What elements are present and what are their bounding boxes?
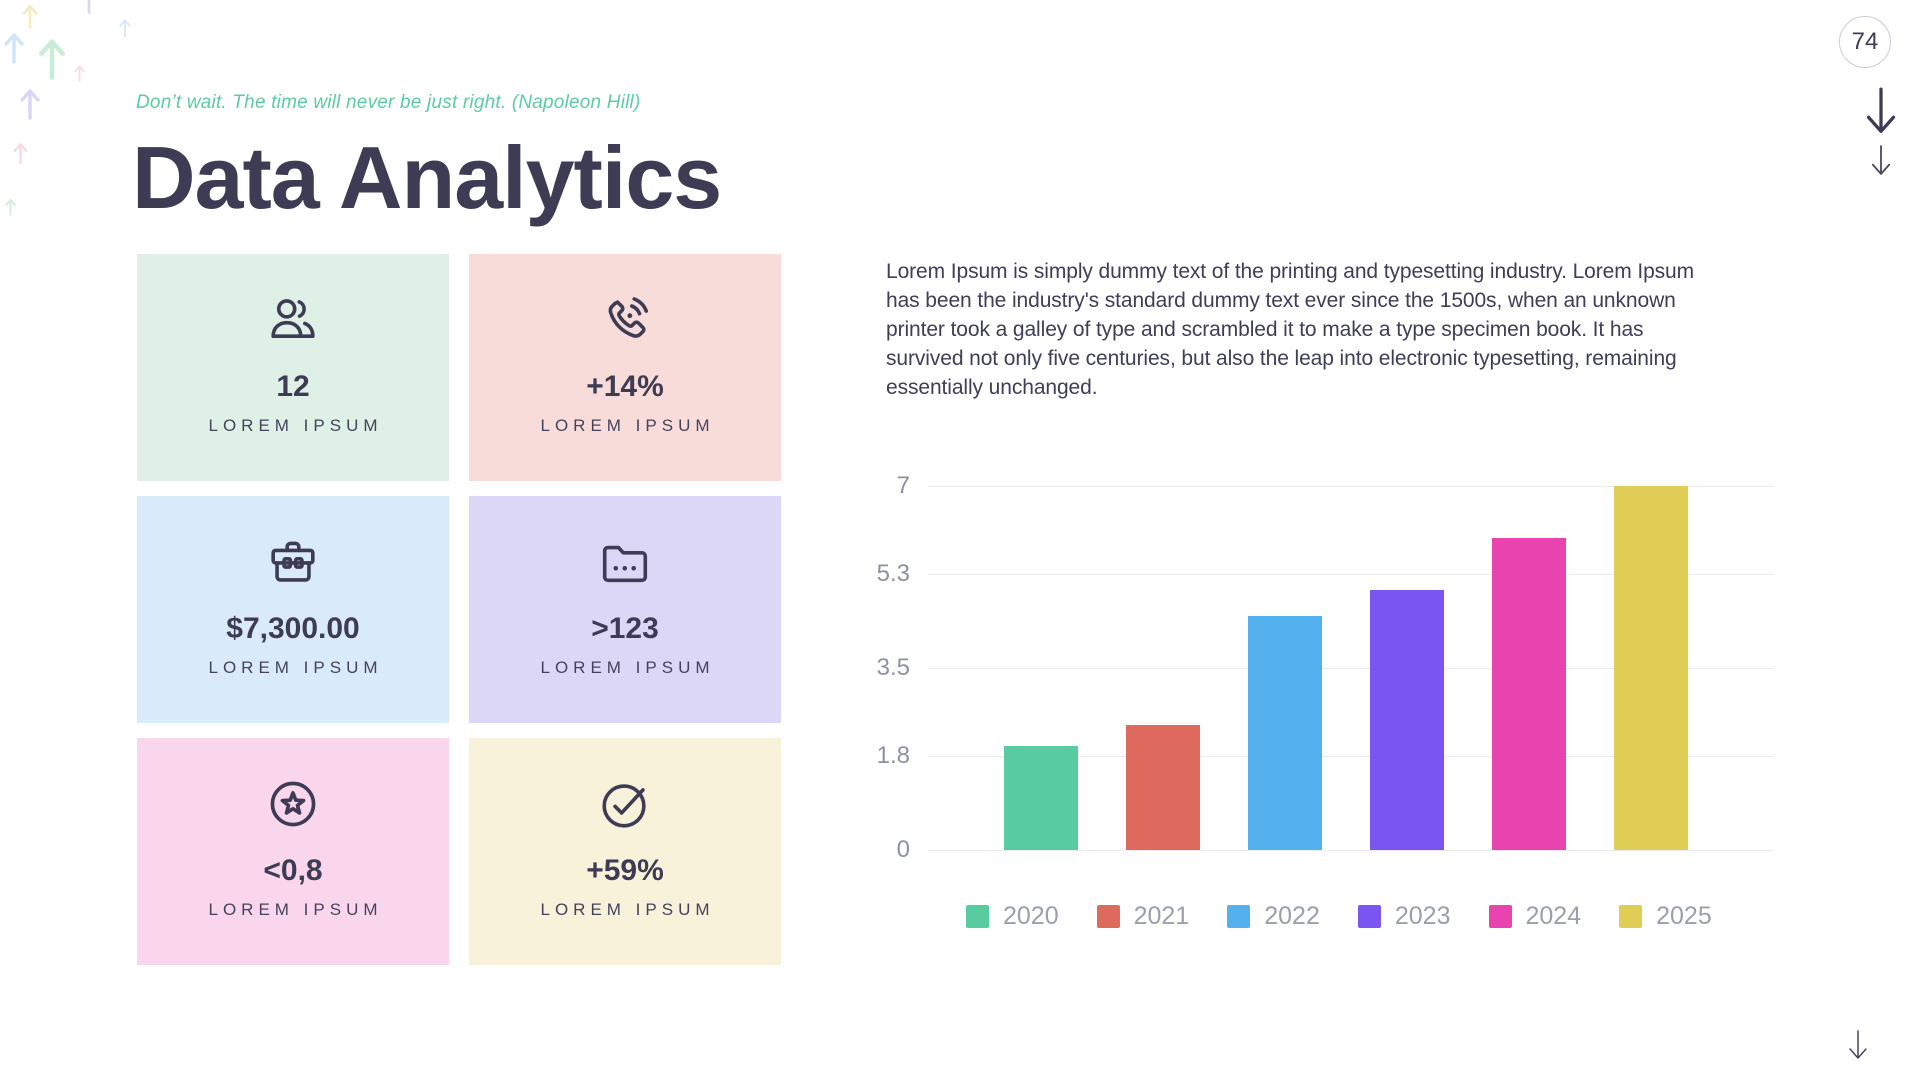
stat-card-label: LOREM IPSUM <box>208 658 383 677</box>
y-axis-tick-label: 3.5 <box>876 654 910 681</box>
stat-card-value: $7,300.00 <box>226 612 360 645</box>
folder-icon <box>602 545 648 583</box>
body-paragraph: Lorem Ipsum is simply dummy text of the … <box>886 260 1695 399</box>
legend-item: 2023 <box>1357 902 1451 930</box>
stat-card-icon-wrap <box>264 532 322 592</box>
legend-swatch <box>1488 905 1512 928</box>
y-axis-tick-label: 1.8 <box>876 742 910 770</box>
stat-card-label: LOREM IPSUM <box>540 416 715 435</box>
legend-item: 2020 <box>966 904 1059 929</box>
stat-card-value: 12 <box>276 370 310 403</box>
decorative-up-arrow-icon <box>39 39 65 80</box>
stat-card-label: LOREM IPSUM <box>540 658 715 677</box>
y-axis-tick-label: 5.3 <box>876 560 910 588</box>
chart-legend: 2020 2021 2022 2023 2024 2025 <box>966 904 1712 929</box>
decorative-up-arrow-icon <box>4 33 24 64</box>
legend-swatch <box>1227 905 1251 928</box>
stat-card-label: LOREM IPSUM <box>540 900 715 919</box>
stat-card: +14% LOREM IPSUM <box>469 254 781 481</box>
page-title: Data Analytics <box>132 128 722 227</box>
decorative-up-arrow-icon <box>13 143 28 165</box>
legend-item: 2024 <box>1488 902 1582 930</box>
stat-card-value: >123 <box>591 612 659 645</box>
decorative-up-arrow-icon <box>20 89 40 120</box>
stat-card-icon-wrap <box>264 774 322 834</box>
phone-call-icon <box>608 297 649 338</box>
legend-swatch <box>1357 905 1381 928</box>
stat-card: 12 LOREM IPSUM <box>137 254 449 481</box>
stat-card: $7,300.00 LOREM IPSUM <box>137 496 449 723</box>
stat-card-icon-wrap <box>596 532 654 592</box>
star-badge-icon <box>270 781 316 827</box>
stat-card: +59% LOREM IPSUM <box>469 738 781 965</box>
stat-card-value: <0,8 <box>263 854 323 887</box>
bar-chart: 2020 2021 2022 2023 2024 2025 0 1.8 3.5 5.3 7 <box>870 460 1790 980</box>
stat-card-icon-wrap <box>596 290 654 350</box>
slide-number-badge: 74 <box>1839 16 1891 68</box>
legend-swatch <box>966 905 989 928</box>
legend-swatch <box>1619 905 1643 928</box>
slide-number: 74 <box>1851 28 1879 55</box>
chart-bar-2024 <box>1492 538 1566 850</box>
chart-gridline <box>928 574 1773 576</box>
stat-card-label: LOREM IPSUM <box>208 900 383 919</box>
chart-bar-2020 <box>1004 746 1078 850</box>
legend-label: 2023 <box>1394 902 1451 930</box>
legend-label: 2020 <box>1003 902 1059 930</box>
decorative-up-arrow-icon <box>5 199 16 216</box>
legend-label: 2024 <box>1525 902 1582 930</box>
decorative-up-arrow-icon <box>119 19 131 38</box>
chart-gridline <box>928 850 1773 851</box>
stat-card-value: +59% <box>586 854 664 887</box>
users-icon <box>271 299 315 339</box>
legend-item: 2021 <box>1096 902 1190 930</box>
check-circle-icon <box>602 784 646 828</box>
quote-text: Don’t wait. The time will never be just … <box>136 92 641 113</box>
stat-card-icon-wrap <box>264 290 322 350</box>
legend-swatch <box>1096 905 1120 928</box>
stat-card-value: +14% <box>586 370 664 403</box>
arrow-down-icon[interactable] <box>1846 1028 1870 1062</box>
stat-card: <0,8 LOREM IPSUM <box>137 738 449 965</box>
legend-label: 2025 <box>1656 902 1712 930</box>
decorative-up-arrow-icon <box>74 65 85 83</box>
legend-item: 2022 <box>1227 904 1320 929</box>
legend-label: 2021 <box>1133 902 1190 930</box>
y-axis-tick-label: 0 <box>896 836 910 863</box>
briefcase-icon <box>271 541 315 582</box>
y-axis-tick-label: 7 <box>896 472 910 499</box>
decorative-up-arrow-icon <box>82 0 96 14</box>
stat-card-label: LOREM IPSUM <box>208 416 383 435</box>
stat-card-grid: 12 LOREM IPSUM +14% LOREM IPSUM $7,300.00 LOR… <box>137 254 781 965</box>
chart-gridline <box>928 668 1773 669</box>
stat-card: >123 LOREM IPSUM <box>469 496 781 723</box>
chart-bar-2025 <box>1614 486 1688 850</box>
arrow-down-icon[interactable] <box>1862 86 1900 136</box>
chart-gridline <box>928 756 1773 758</box>
stat-card-icon-wrap <box>596 774 654 834</box>
chart-gridline <box>928 486 1773 487</box>
chart-bar-2023 <box>1370 590 1444 850</box>
chart-bar-2021 <box>1126 725 1200 850</box>
decorative-up-arrow-icon <box>22 5 38 29</box>
legend-item: 2025 <box>1619 904 1712 929</box>
chart-plot-area <box>928 486 1773 851</box>
legend-label: 2022 <box>1264 902 1320 930</box>
arrow-down-icon[interactable] <box>1868 144 1894 177</box>
chart-bar-2022 <box>1248 616 1322 850</box>
